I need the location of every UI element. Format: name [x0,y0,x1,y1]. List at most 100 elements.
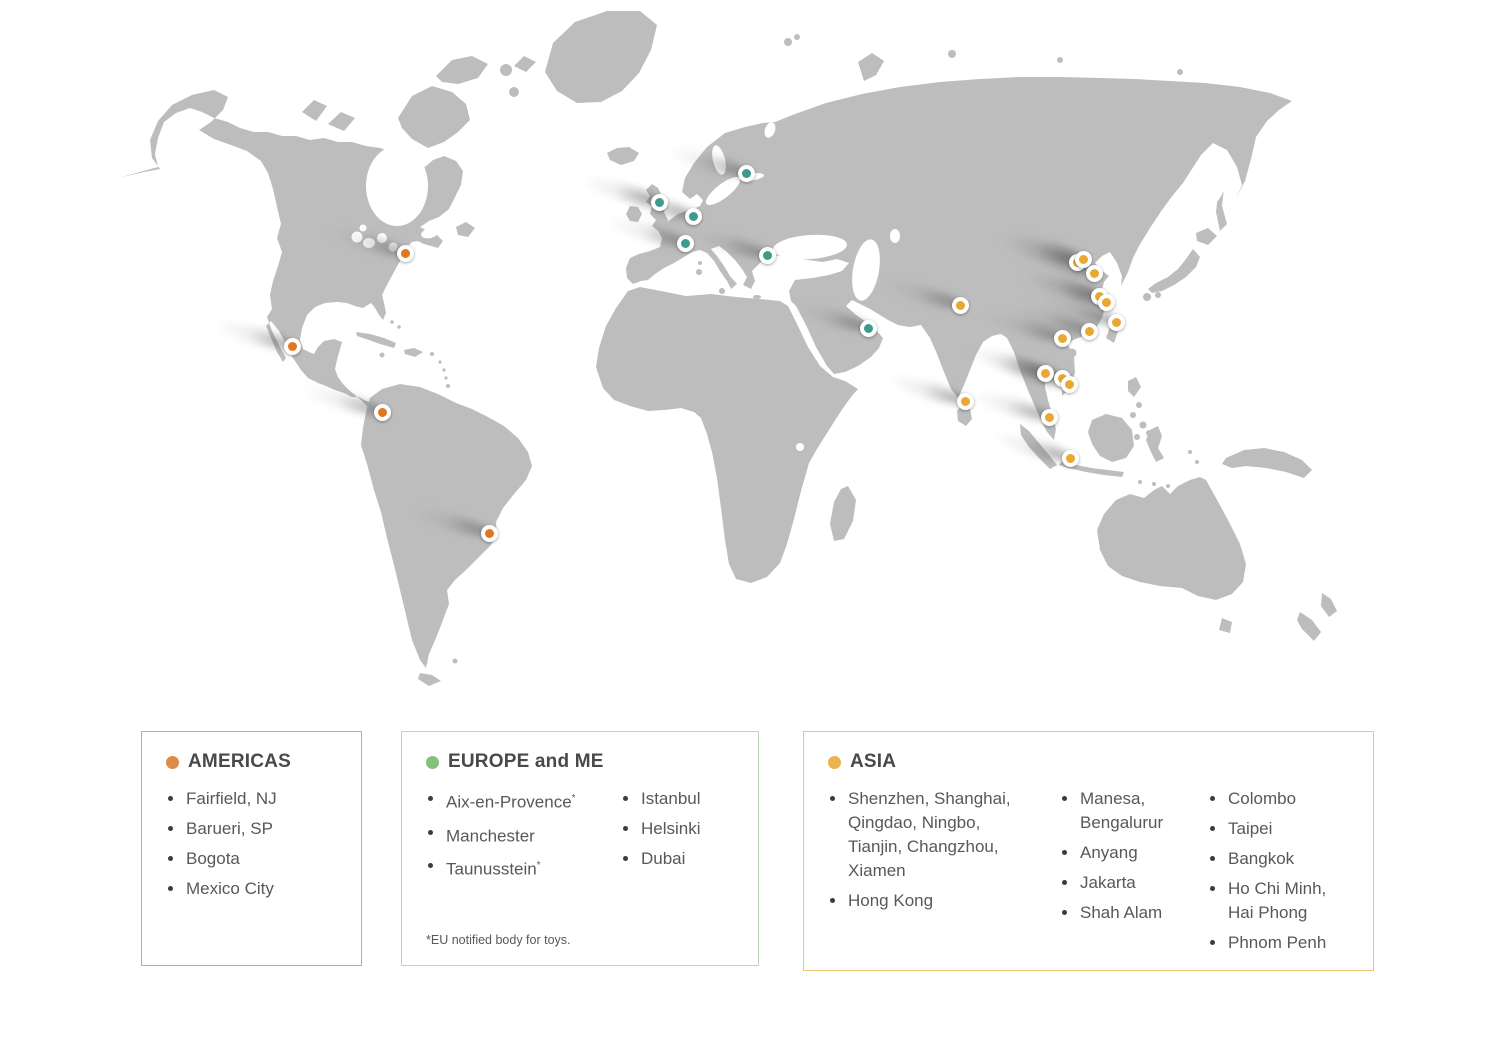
list-item-city: Barueri, SP [166,817,337,841]
java [1059,461,1124,477]
list-item-city: Shenzhen, Shanghai, Qingdao, Ningbo, Tia… [828,787,1024,883]
list-item-city: Manesa, Bengalurur [1060,787,1168,835]
eu-toys-footnote: *EU notified body for toys. [426,933,571,947]
europe-city-list-col1: Aix-en-Provence* Manchester Taunusstein* [426,787,605,888]
island [1166,484,1170,488]
island [1134,434,1140,440]
list-item-city: Dubai [621,847,734,871]
island [397,325,401,329]
arctic-island [509,87,519,97]
arctic-island [328,112,355,131]
tierra-del-fuego [418,673,441,686]
list-item-city: Taunusstein* [426,854,605,882]
ireland [626,206,642,222]
asia-city-list-col3: Colombo Taipei Bangkok Ho Chi Minh, Hai … [1208,787,1330,961]
arctic-island [514,56,536,72]
americas-city-list: Fairfield, NJ Barueri, SP Bogota Mexico … [166,787,337,901]
island [719,288,725,294]
great-lake [363,238,375,248]
great-lake [377,233,387,243]
lake-victoria [796,443,804,451]
island [430,352,434,356]
legend-header-americas: AMERICAS [166,751,337,773]
list-item-city: Jakarta [1060,871,1168,895]
list-item-city: Hong Kong [828,889,1024,913]
aral-sea [890,229,900,243]
city-label: Istanbul [640,789,701,808]
island [1138,480,1142,484]
continent-australia [1097,477,1246,600]
island [442,368,446,372]
black-sea [773,234,847,260]
island [390,320,394,324]
legend-header-asia: ASIA [828,751,1349,773]
continent-south-america [361,384,532,668]
legend-header-europe-me: EUROPE and ME [426,751,734,773]
list-item-city: Ho Chi Minh, Hai Phong [1208,877,1330,925]
legend-box-europe-me: EUROPE and ME Aix-en-Provence* Mancheste… [401,731,759,966]
island [379,352,385,358]
footnote-mark: * [571,793,576,804]
list-item-city: Aix-en-Provence* [426,787,605,815]
luzon [1128,377,1141,397]
arctic-island [858,53,884,81]
legend-box-asia: ASIA Shenzhen, Shanghai, Qingdao, Ningbo… [803,731,1374,971]
island [1188,450,1192,454]
new-zealand-south [1297,612,1321,641]
asia-city-list-col2: Manesa, Bengalurur Anyang Jakarta Shah A… [1060,787,1168,931]
city-label: Aix-en-Provence [446,792,572,812]
arctic-island [1177,69,1183,75]
hudson-strait [398,151,422,165]
hudson-bay [366,146,428,226]
city-label: Manchester [446,826,535,846]
great-lake [359,224,367,232]
iceland [607,147,639,165]
list-item-city: Bogota [166,847,337,871]
city-label: Helsinki [640,819,701,838]
list-item-city: Mexico City [166,877,337,901]
city-label: Dubai [640,849,686,868]
honshu [1148,249,1200,293]
list-item-city: Colombo [1208,787,1330,811]
legend-box-americas: AMERICAS Fairfield, NJ Barueri, SP Bogot… [141,731,362,966]
sea-of-okhotsk [1185,157,1227,211]
island [1130,412,1136,418]
europe-legend-dot [426,755,439,769]
list-item-city: Anyang [1060,841,1168,865]
madagascar [830,486,856,541]
island [1136,402,1142,408]
legend-title-europe-me: EUROPE and ME [448,751,604,772]
asia-city-list-col1: Shenzhen, Shanghai, Qingdao, Ningbo, Tia… [828,787,1024,919]
new-zealand-north [1321,593,1337,617]
caspian-sea [852,239,880,301]
great-lake [351,231,363,243]
footnote-mark: * [536,860,541,872]
list-item-city: Manchester [426,821,605,849]
hokkaido [1196,228,1217,245]
landmasses [100,11,1337,686]
newfoundland [456,222,475,237]
americas-legend-dot [166,755,179,769]
island [753,295,761,299]
great-lake [388,242,398,252]
continent-eurasia [626,77,1292,440]
island [696,269,702,275]
island [698,261,702,265]
arctic-island [948,50,956,58]
arctic-island [784,38,792,46]
hispaniola [404,348,423,357]
list-item-city: Taipei [1208,817,1330,841]
sri-lanka [957,405,972,426]
legend-title-americas: AMERICAS [188,751,291,772]
city-label: Taunusstein [446,859,537,879]
arctic-island [436,56,488,84]
kyushu [1143,293,1151,301]
new-guinea [1222,448,1312,478]
island [438,360,442,364]
arctic-island [1057,57,1063,63]
arctic-island [302,100,327,121]
arctic-island [794,34,800,40]
taiwan [1106,327,1118,343]
tasmania [1219,618,1232,633]
